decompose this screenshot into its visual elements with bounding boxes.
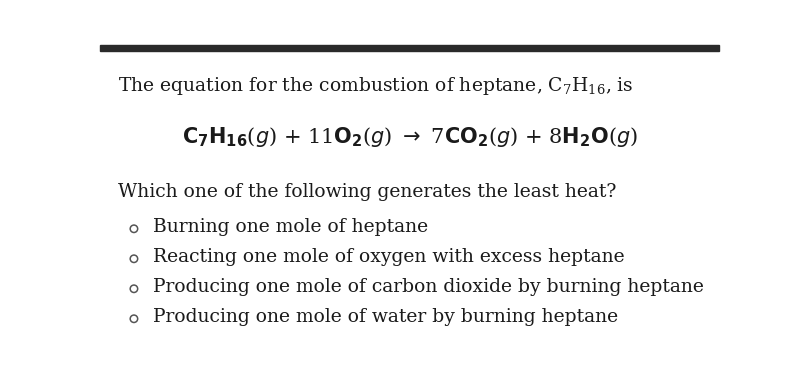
Text: $\mathbf{C_7H_{16}}$($\mathit{g}$) + 11$\mathbf{O_2}$($\mathit{g}$) $\rightarrow: $\mathbf{C_7H_{16}}$($\mathit{g}$) + 11$… [181, 125, 638, 148]
Text: Which one of the following generates the least heat?: Which one of the following generates the… [118, 183, 617, 201]
Text: Reacting one mole of oxygen with excess heptane: Reacting one mole of oxygen with excess … [153, 248, 624, 266]
Text: Producing one mole of carbon dioxide by burning heptane: Producing one mole of carbon dioxide by … [153, 278, 703, 296]
Text: Burning one mole of heptane: Burning one mole of heptane [153, 218, 427, 236]
Bar [100, 45, 719, 51]
Text: The equation for the combustion of heptane, $\mathregular{C_7H_{16}}$, is: The equation for the combustion of hepta… [118, 75, 634, 96]
Text: Producing one mole of water by burning heptane: Producing one mole of water by burning h… [153, 308, 618, 326]
